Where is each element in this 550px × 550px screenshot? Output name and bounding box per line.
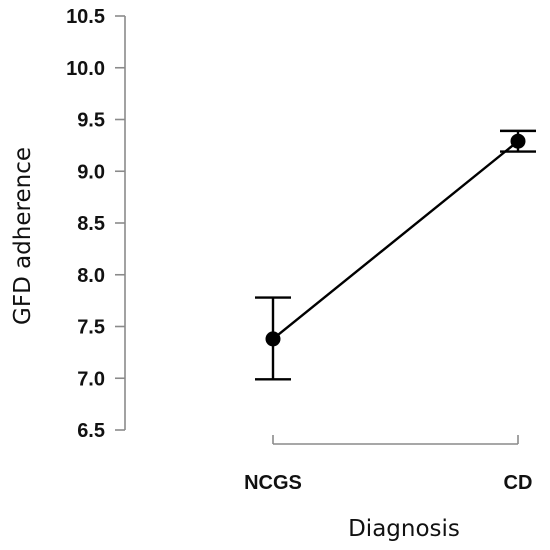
y-tick-label: 9.5 bbox=[77, 110, 105, 132]
series-line bbox=[272, 140, 519, 340]
y-tick-label: 10.5 bbox=[66, 6, 105, 28]
x-axis: NCGS CD bbox=[244, 435, 532, 494]
y-tick-label: 6.5 bbox=[77, 420, 105, 442]
y-axis-title: GFD adherence bbox=[10, 147, 36, 325]
x-tick-label: NCGS bbox=[244, 472, 302, 494]
data-point bbox=[510, 133, 526, 149]
x-axis-title: Diagnosis bbox=[348, 516, 460, 542]
plot-area bbox=[255, 129, 536, 381]
y-axis: 6.5 7.0 7.5 8.0 8.5 9.0 9.5 10.0 10.5 bbox=[66, 6, 126, 442]
y-tick-label: 9.0 bbox=[77, 161, 105, 183]
y-tick-label: 8.0 bbox=[77, 265, 105, 287]
y-tick-label: 7.5 bbox=[77, 317, 105, 339]
y-tick-label: 8.5 bbox=[77, 213, 105, 235]
y-tick-label: 7.0 bbox=[77, 368, 105, 390]
x-tick-label: CD bbox=[504, 472, 533, 494]
y-tick-label: 10.0 bbox=[66, 58, 105, 80]
data-point bbox=[265, 331, 281, 347]
